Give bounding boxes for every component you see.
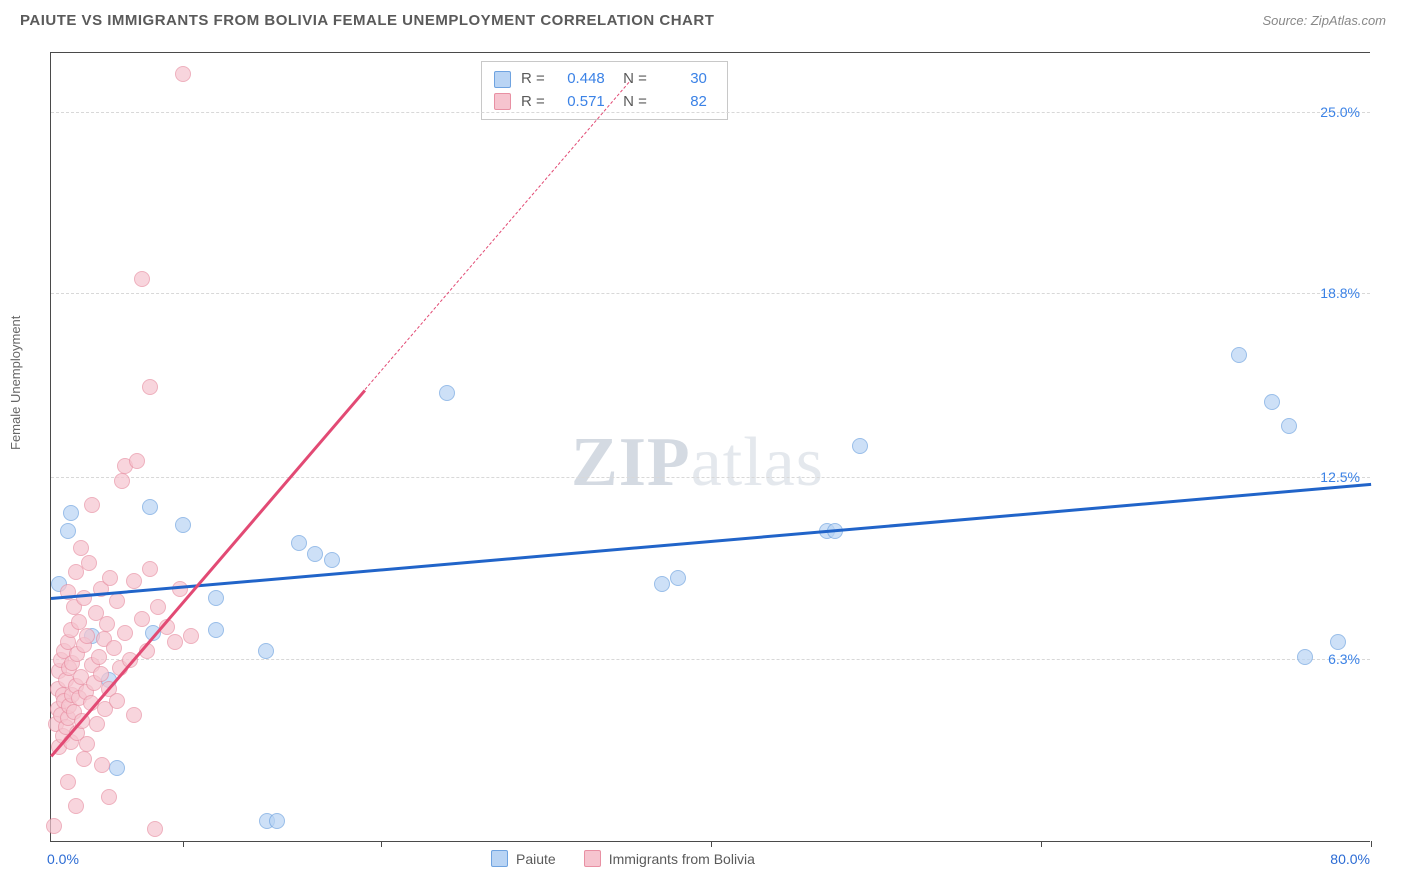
data-point — [1264, 394, 1280, 410]
swatch-icon — [494, 93, 511, 110]
data-point — [117, 625, 133, 641]
data-point — [109, 760, 125, 776]
chart-title: PAIUTE VS IMMIGRANTS FROM BOLIVIA FEMALE… — [20, 12, 714, 29]
data-point — [291, 535, 307, 551]
data-point — [134, 271, 150, 287]
data-point — [60, 774, 76, 790]
x-tick — [183, 841, 184, 847]
data-point — [269, 813, 285, 829]
r-value: 0.448 — [555, 68, 605, 91]
data-point — [324, 552, 340, 568]
data-point — [126, 573, 142, 589]
data-point — [79, 628, 95, 644]
data-point — [175, 66, 191, 82]
x-tick — [381, 841, 382, 847]
trend-line-extrapolated — [364, 82, 629, 390]
data-point — [76, 590, 92, 606]
data-point — [142, 379, 158, 395]
data-point — [134, 611, 150, 627]
data-point — [109, 593, 125, 609]
legend-item: Immigrants from Bolivia — [584, 850, 755, 867]
data-point — [63, 505, 79, 521]
data-point — [439, 385, 455, 401]
gridline — [51, 659, 1370, 660]
data-point — [150, 599, 166, 615]
x-tick — [711, 841, 712, 847]
n-value: 82 — [657, 91, 707, 114]
data-point — [208, 590, 224, 606]
data-point — [71, 614, 87, 630]
data-point — [183, 628, 199, 644]
data-point — [106, 640, 122, 656]
gridline — [51, 477, 1370, 478]
data-point — [93, 666, 109, 682]
scatter-chart: ZIPatlas R = 0.448 N = 30 R = 0.571 N = … — [50, 52, 1370, 842]
data-point — [654, 576, 670, 592]
data-point — [307, 546, 323, 562]
x-max-label: 80.0% — [1330, 851, 1370, 867]
source-label: Source: ZipAtlas.com — [1262, 13, 1386, 28]
data-point — [114, 473, 130, 489]
x-min-label: 0.0% — [47, 851, 79, 867]
r-value: 0.571 — [555, 91, 605, 114]
stats-row: R = 0.448 N = 30 — [494, 68, 707, 91]
data-point — [208, 622, 224, 638]
x-tick — [1371, 841, 1372, 847]
data-point — [46, 818, 62, 834]
swatch-icon — [491, 850, 508, 867]
data-point — [73, 540, 89, 556]
n-value: 30 — [657, 68, 707, 91]
data-point — [68, 798, 84, 814]
legend-label: Paiute — [516, 851, 556, 867]
watermark: ZIPatlas — [571, 423, 824, 503]
data-point — [142, 499, 158, 515]
data-point — [91, 649, 107, 665]
gridline — [51, 293, 1370, 294]
data-point — [1330, 634, 1346, 650]
r-label: R = — [521, 68, 545, 91]
x-tick — [1041, 841, 1042, 847]
data-point — [1297, 649, 1313, 665]
y-axis-label: Female Unemployment — [8, 316, 23, 450]
data-point — [167, 634, 183, 650]
data-point — [89, 716, 105, 732]
data-point — [142, 561, 158, 577]
data-point — [102, 570, 118, 586]
data-point — [84, 497, 100, 513]
data-point — [94, 757, 110, 773]
data-point — [175, 517, 191, 533]
data-point — [172, 581, 188, 597]
data-point — [101, 789, 117, 805]
legend: Paiute Immigrants from Bolivia — [491, 850, 755, 867]
y-tick-label: 6.3% — [1328, 651, 1360, 667]
swatch-icon — [584, 850, 601, 867]
data-point — [258, 643, 274, 659]
data-point — [126, 707, 142, 723]
gridline — [51, 112, 1370, 113]
data-point — [1281, 418, 1297, 434]
data-point — [670, 570, 686, 586]
stats-row: R = 0.571 N = 82 — [494, 91, 707, 114]
data-point — [852, 438, 868, 454]
legend-label: Immigrants from Bolivia — [609, 851, 755, 867]
y-tick-label: 18.8% — [1320, 285, 1360, 301]
swatch-icon — [494, 71, 511, 88]
data-point — [76, 751, 92, 767]
y-tick-label: 25.0% — [1320, 104, 1360, 120]
data-point — [81, 555, 97, 571]
trend-line — [51, 483, 1371, 600]
data-point — [99, 616, 115, 632]
legend-item: Paiute — [491, 850, 556, 867]
data-point — [147, 821, 163, 837]
data-point — [60, 523, 76, 539]
data-point — [79, 736, 95, 752]
data-point — [129, 453, 145, 469]
n-label: N = — [615, 68, 647, 91]
y-tick-label: 12.5% — [1320, 469, 1360, 485]
data-point — [1231, 347, 1247, 363]
r-label: R = — [521, 91, 545, 114]
data-point — [109, 693, 125, 709]
